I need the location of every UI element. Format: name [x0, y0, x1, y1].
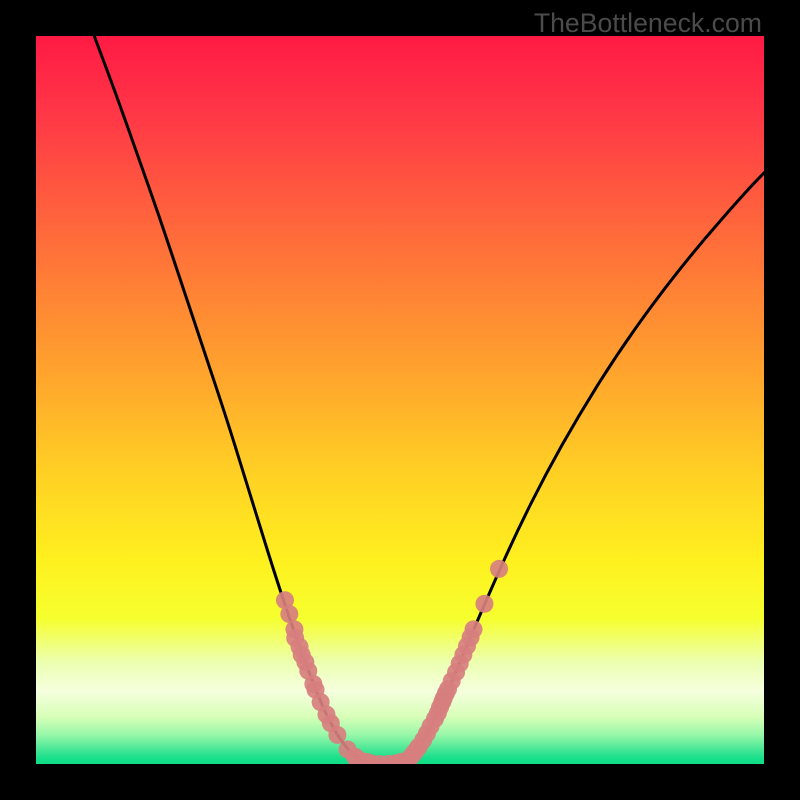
- watermark-text: TheBottleneck.com: [534, 8, 762, 39]
- plot-area: [36, 36, 764, 764]
- background-gradient: [36, 36, 764, 764]
- chart-stage: TheBottleneck.com: [0, 0, 800, 800]
